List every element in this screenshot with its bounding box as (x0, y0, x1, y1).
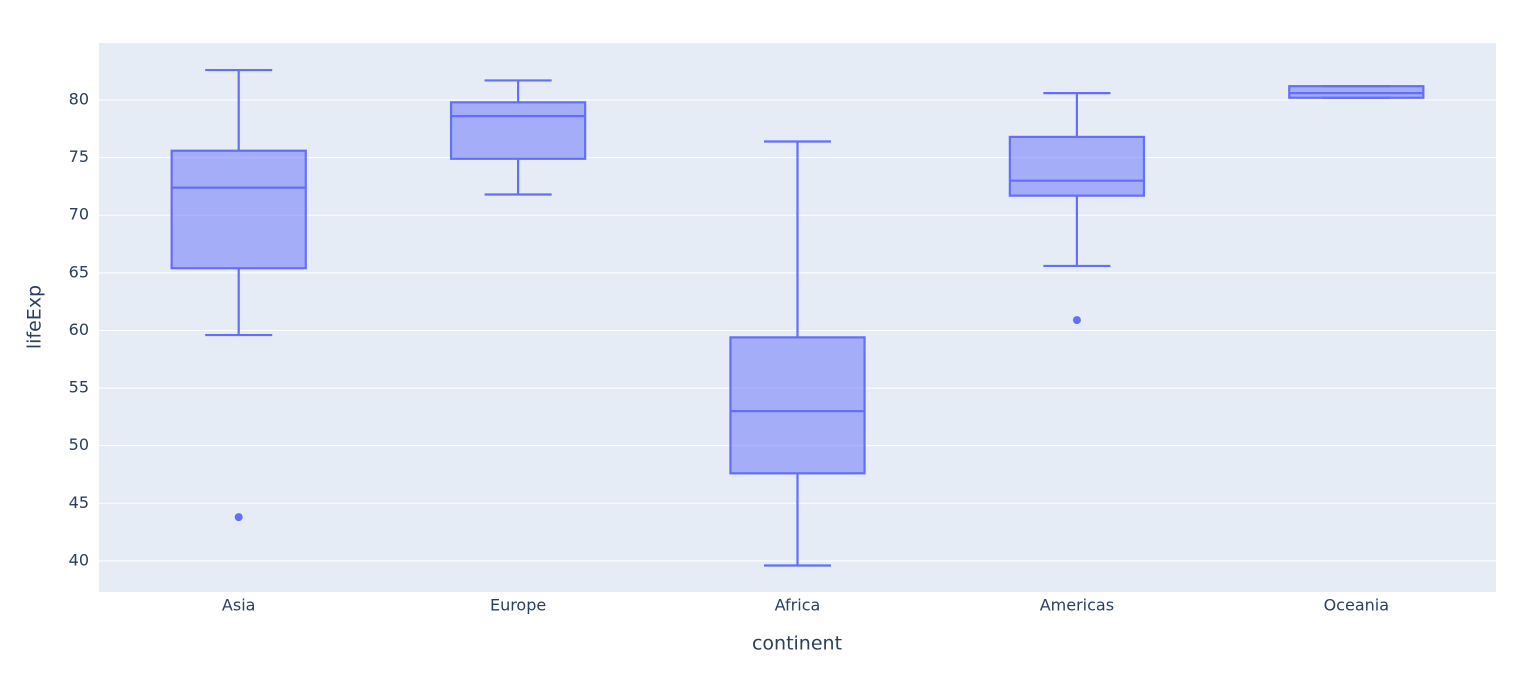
y-tick-label: 60 (69, 320, 89, 339)
y-tick-label: 70 (69, 205, 89, 224)
x-tick-label: Oceania (1324, 596, 1389, 615)
y-tick-label: 50 (69, 435, 89, 454)
y-axis-title: lifeExp (24, 285, 46, 349)
x-axis-title: continent (752, 633, 842, 655)
y-tick-label: 45 (69, 493, 89, 512)
outlier (234, 513, 243, 522)
outlier (1072, 316, 1081, 325)
y-tick-label: 75 (69, 147, 89, 166)
box (449, 101, 587, 160)
box (170, 149, 307, 270)
y-tick-label: 80 (69, 90, 89, 109)
box (1008, 135, 1146, 197)
y-tick-label: 40 (69, 550, 89, 569)
box (729, 336, 866, 475)
box (1288, 85, 1425, 99)
x-tick-label: Europe (490, 596, 546, 615)
x-tick-label: Africa (775, 596, 821, 615)
x-tick-label: Asia (222, 596, 256, 615)
y-tick-label: 65 (69, 262, 89, 281)
x-tick-label: Americas (1040, 596, 1114, 615)
y-tick-label: 55 (69, 378, 89, 397)
